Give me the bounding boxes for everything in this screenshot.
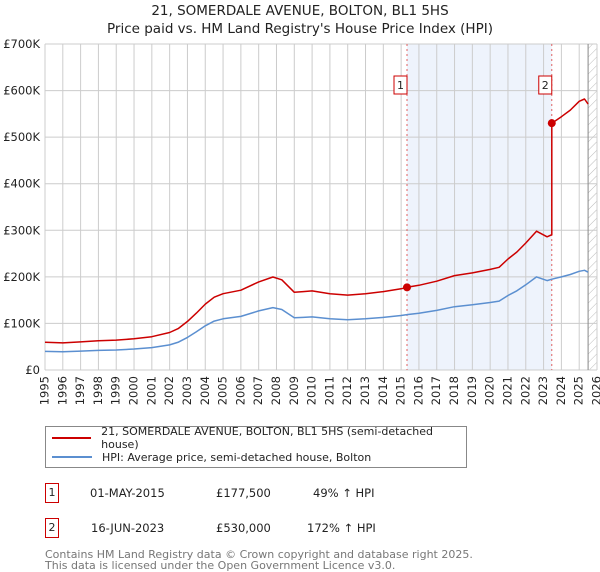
x-tick-label: 2021 bbox=[500, 376, 514, 405]
forecast-hatch bbox=[588, 44, 597, 370]
sale-row-1: 1 01-MAY-2015 £177,500 49% ↑ HPI bbox=[45, 483, 465, 505]
x-tick-label: 1998 bbox=[91, 376, 105, 405]
x-tick-label: 2016 bbox=[411, 376, 425, 405]
y-tick-label: £200K bbox=[3, 270, 40, 284]
legend-swatch-hpi bbox=[52, 456, 92, 458]
sale-period-shade bbox=[407, 44, 552, 370]
x-tick-label: 2004 bbox=[198, 376, 212, 405]
x-tick-label: 1997 bbox=[73, 376, 87, 405]
sale-hpi-change: 172% ↑ HPI bbox=[307, 521, 376, 535]
y-tick-label: £600K bbox=[3, 84, 40, 98]
x-tick-label: 2015 bbox=[394, 376, 408, 405]
y-tick-label: £300K bbox=[3, 223, 40, 237]
sale-badge: 1 bbox=[45, 483, 59, 503]
y-tick-label: £500K bbox=[3, 130, 40, 144]
x-tick-label: 2013 bbox=[358, 376, 372, 405]
sale-point-1 bbox=[403, 283, 411, 291]
x-tick-label: 2009 bbox=[287, 376, 301, 405]
legend-label-property: 21, SOMERDALE AVENUE, BOLTON, BL1 5HS (s… bbox=[101, 425, 466, 451]
x-tick-label: 1999 bbox=[109, 376, 123, 405]
x-tick-label: 1995 bbox=[38, 376, 52, 405]
sale-badge: 2 bbox=[45, 518, 59, 538]
x-tick-label: 1996 bbox=[55, 376, 69, 405]
sale-price: £530,000 bbox=[216, 521, 271, 535]
x-tick-label: 2024 bbox=[554, 376, 568, 405]
footer-licence: This data is licensed under the Open Gov… bbox=[45, 560, 473, 571]
y-tick-label: £700K bbox=[3, 37, 40, 51]
legend-item-property: 21, SOMERDALE AVENUE, BOLTON, BL1 5HS (s… bbox=[46, 430, 466, 446]
legend-item-hpi: HPI: Average price, semi-detached house,… bbox=[46, 449, 371, 465]
legend-label-hpi: HPI: Average price, semi-detached house,… bbox=[102, 451, 371, 464]
sale-label-1: 1 bbox=[397, 79, 404, 92]
sale-date: 01-MAY-2015 bbox=[90, 486, 165, 500]
x-tick-label: 2026 bbox=[590, 376, 600, 405]
x-tick-label: 2025 bbox=[572, 376, 586, 405]
sale-hpi-change: 49% ↑ HPI bbox=[313, 486, 374, 500]
sale-price: £177,500 bbox=[216, 486, 271, 500]
x-tick-label: 2012 bbox=[340, 376, 354, 405]
sale-label-2: 2 bbox=[542, 79, 549, 92]
footer: Contains HM Land Registry data © Crown c… bbox=[45, 549, 473, 571]
sale-point-2 bbox=[548, 119, 556, 127]
x-tick-label: 2020 bbox=[483, 376, 497, 405]
sale-date: 16-JUN-2023 bbox=[91, 521, 164, 535]
x-tick-label: 2018 bbox=[447, 376, 461, 405]
sale-row-2: 2 16-JUN-2023 £530,000 172% ↑ HPI bbox=[45, 518, 465, 540]
x-tick-label: 2011 bbox=[322, 376, 336, 405]
x-tick-label: 2005 bbox=[216, 376, 230, 405]
x-tick-label: 2014 bbox=[376, 376, 390, 405]
x-tick-label: 2019 bbox=[465, 376, 479, 405]
x-tick-label: 2002 bbox=[162, 376, 176, 405]
y-tick-label: £100K bbox=[3, 316, 40, 330]
x-tick-label: 2001 bbox=[144, 376, 158, 405]
x-tick-label: 2008 bbox=[269, 376, 283, 405]
x-tick-label: 2017 bbox=[429, 376, 443, 405]
x-tick-label: 2023 bbox=[536, 376, 550, 405]
legend-swatch-property bbox=[52, 437, 91, 439]
legend: 21, SOMERDALE AVENUE, BOLTON, BL1 5HS (s… bbox=[45, 426, 467, 468]
x-tick-label: 2000 bbox=[127, 376, 141, 405]
x-tick-label: 2003 bbox=[180, 376, 194, 405]
x-tick-label: 2022 bbox=[518, 376, 532, 405]
y-tick-label: £400K bbox=[3, 177, 40, 191]
x-tick-label: 2010 bbox=[305, 376, 319, 405]
x-tick-label: 2006 bbox=[233, 376, 247, 405]
y-tick-label: £0 bbox=[25, 363, 40, 377]
x-tick-label: 2007 bbox=[251, 376, 265, 405]
